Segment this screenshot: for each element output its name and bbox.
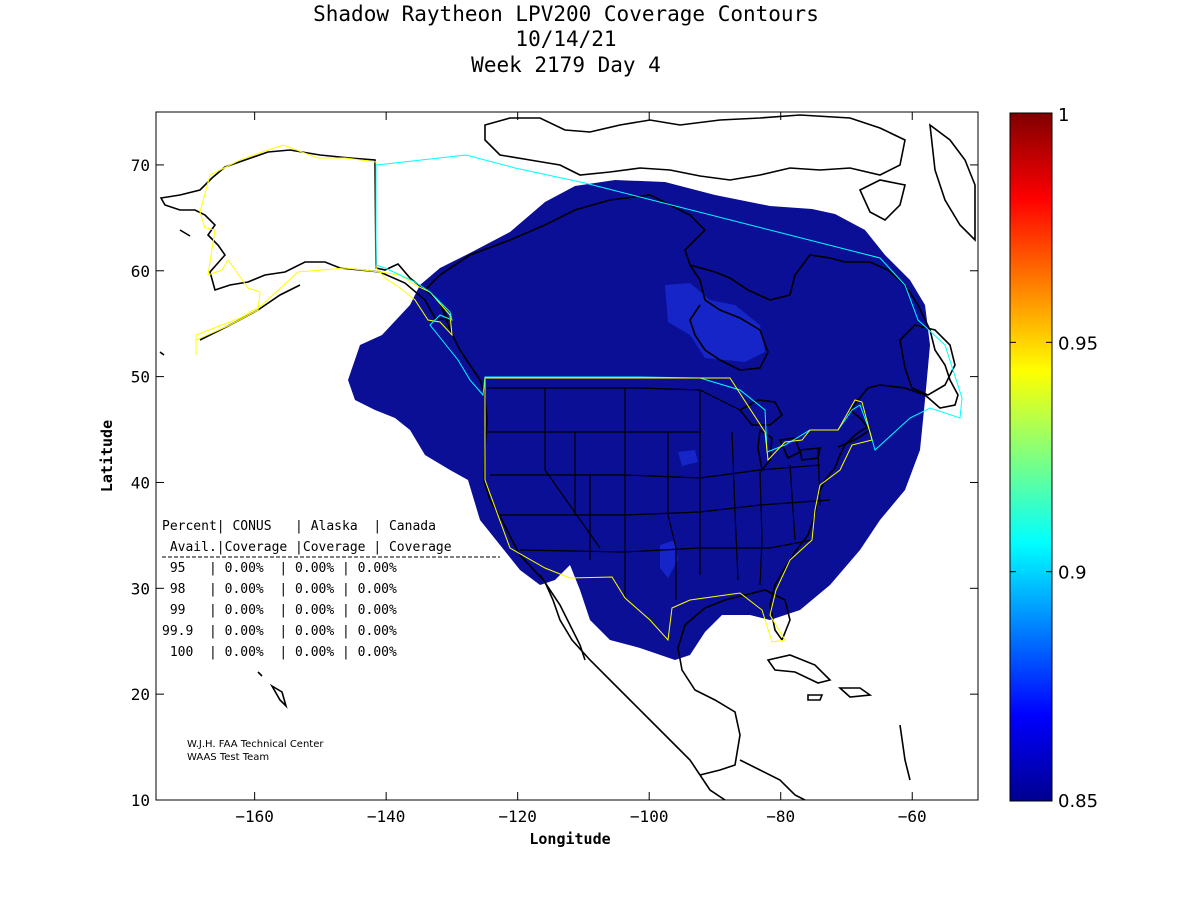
colorbar-tick-label: 1 [1058, 105, 1069, 126]
table-header-1: Percent| CONUS | Alaska | Canada [162, 519, 436, 534]
coverage-region [348, 180, 930, 660]
plot-title-line2: 10/14/21 [515, 27, 616, 51]
plot-title-line3: Week 2179 Day 4 [471, 53, 661, 77]
plot-frame [155, 111, 979, 801]
y-tick-label: 20 [131, 685, 150, 704]
y-tick-label: 10 [131, 791, 150, 810]
x-tick-label: −60 [898, 807, 927, 826]
y-axis-label: Latitude [98, 420, 116, 492]
y-tick-label: 30 [131, 579, 150, 598]
coverage-patch-hudson [665, 283, 765, 362]
state-boundaries [485, 387, 831, 600]
plot-axes: −160 −140 −120 −100 −80 −60 10 20 30 40 50 60 70 Lo… [98, 111, 979, 848]
colorbar: 0.85 0.9 0.95 1 [1009, 105, 1098, 812]
x-tick-label: −120 [498, 807, 537, 826]
table-row: 99 | 0.00% | 0.00% | 0.00% [162, 603, 397, 618]
x-axis-label: Longitude [529, 830, 610, 848]
credit-line-2: WAAS Test Team [187, 752, 269, 763]
x-tick-label: −140 [367, 807, 406, 826]
table-header-2: Avail.|Coverage |Coverage | Coverage [162, 540, 452, 555]
table-row: 99.9 | 0.00% | 0.00% | 0.00% [162, 624, 397, 639]
table-row: 95 | 0.00% | 0.00% | 0.00% [162, 561, 397, 576]
x-tick-label: −100 [630, 807, 669, 826]
y-tick-label: 50 [131, 368, 150, 387]
colorbar-ticks: 0.85 0.9 0.95 1 [1010, 105, 1098, 812]
y-ticks: 10 20 30 40 50 60 70 [131, 156, 978, 810]
coverage-patch-midwest [678, 450, 698, 466]
y-tick-label: 70 [131, 156, 150, 175]
coastlines [159, 114, 976, 800]
y-tick-label: 60 [131, 262, 150, 281]
x-tick-label: −80 [766, 807, 795, 826]
y-tick-label: 40 [131, 473, 150, 492]
map-area [159, 114, 976, 800]
colorbar-gradient [1009, 112, 1053, 802]
plot-title-line1: Shadow Raytheon LPV200 Coverage Contours [313, 2, 819, 26]
colorbar-tick-label: 0.9 [1058, 563, 1087, 584]
table-row: 98 | 0.00% | 0.00% | 0.00% [162, 582, 397, 597]
conus-boundary [484, 377, 873, 643]
coverage-table: Percent| CONUS | Alaska | Canada Avail.|… [162, 519, 500, 660]
colorbar-tick-label: 0.85 [1058, 791, 1098, 812]
colorbar-tick-label: 0.95 [1058, 333, 1098, 354]
x-tick-label: −160 [235, 807, 274, 826]
credit-line-1: W.J.H. FAA Technical Center [187, 739, 324, 750]
table-row: 100 | 0.00% | 0.00% | 0.00% [162, 645, 397, 660]
x-ticks: −160 −140 −120 −100 −80 −60 [235, 112, 927, 826]
